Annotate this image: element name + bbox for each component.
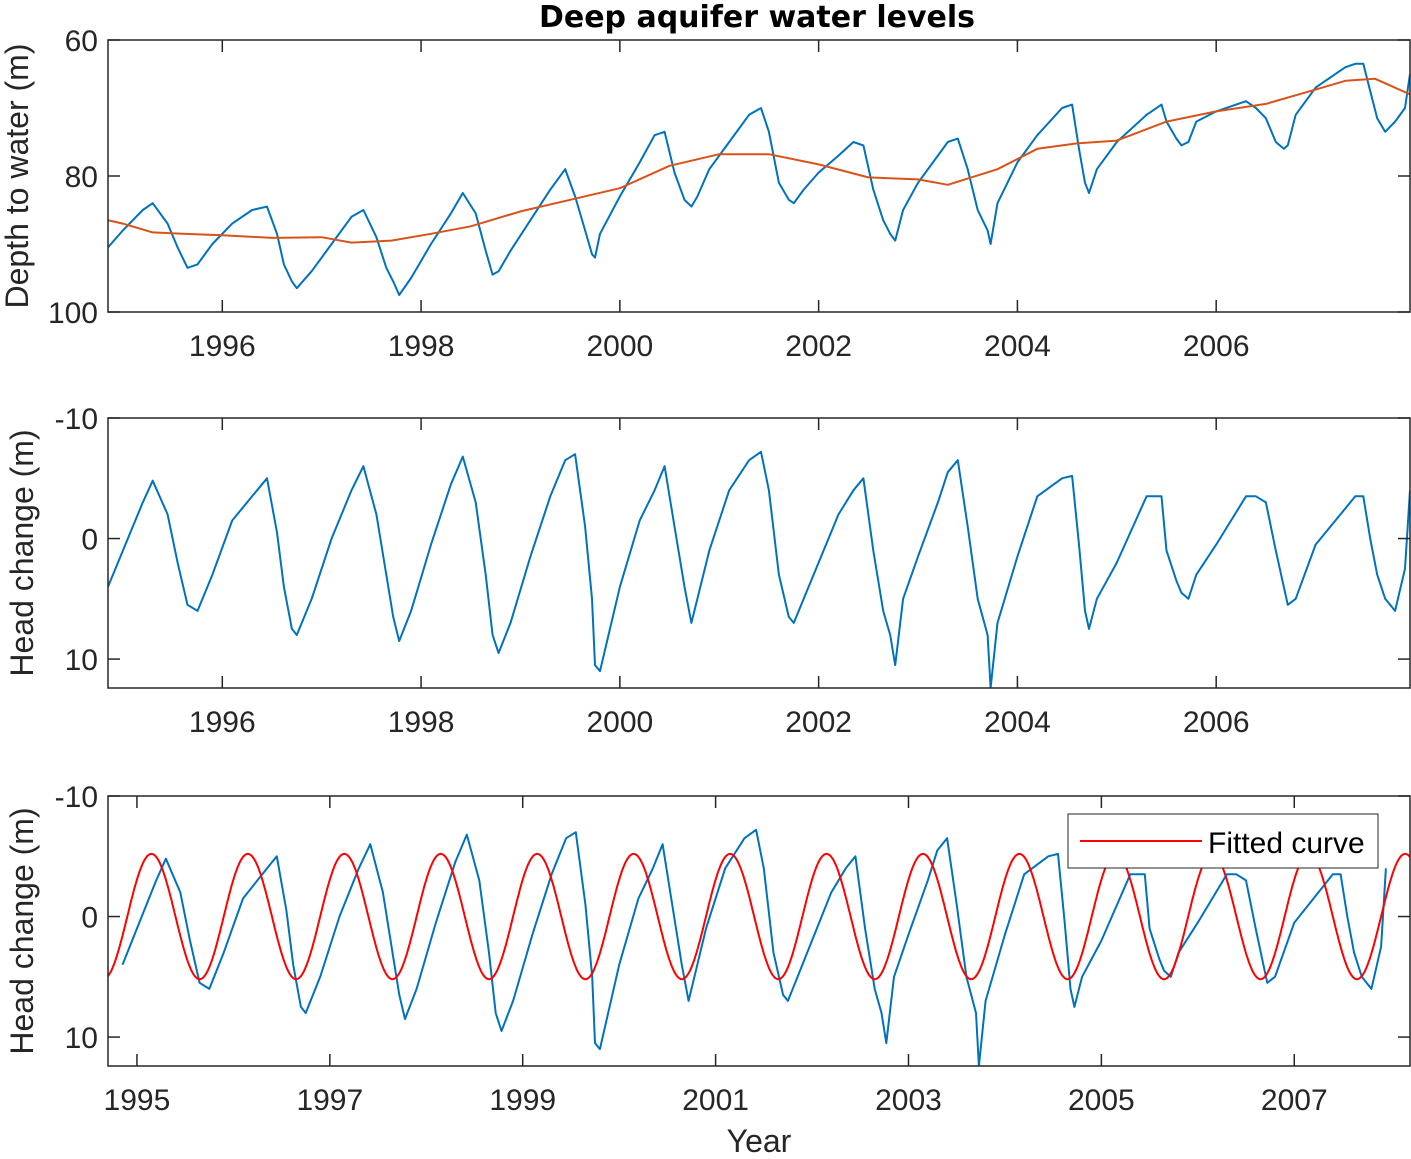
series-line-observed [108,450,1410,688]
y-tick-label: 60 [65,25,98,58]
x-tick-label: 1997 [296,1084,363,1117]
x-tick-label: 2004 [984,706,1051,739]
x-tick-label: 2000 [586,706,653,739]
y-tick-label: 0 [81,524,98,557]
legend-label-fitted-curve: Fitted curve [1208,827,1365,860]
x-tick-label: 2001 [682,1084,749,1117]
y-tick-label: -10 [55,781,98,814]
x-tick-label: 2002 [785,330,852,363]
x-tick-label: 1996 [189,706,256,739]
legend: Fitted curve [1067,813,1379,869]
x-tick-label: 1998 [388,330,455,363]
panel-head-change: 1996 1998 2000 2002 2004 2006 -10 0 10 Head chan… [4,403,1411,739]
x-tick-label: 1999 [489,1084,556,1117]
axis-ticks: 1996 1998 2000 2002 2004 2006 60 80 100 [48,25,1410,363]
panel-depth-to-water: 1996 1998 2000 2002 2004 2006 60 80 100 Depth to… [0,25,1411,363]
plot-area [108,450,1410,688]
panel-fitted-curve: 1995 1997 1999 2001 2003 2005 2007 -10 0 10 Head … [4,781,1411,1159]
x-tick-label: 2002 [785,706,852,739]
x-tick-label: 2000 [586,330,653,363]
axes-box [107,39,1411,313]
x-tick-label: 2003 [875,1084,942,1117]
x-tick-label: 1996 [189,330,256,363]
axes-box [107,795,1411,1067]
x-axis-label: Year [727,1123,792,1159]
y-tick-label: -10 [55,403,98,436]
plot-area [108,828,1410,1066]
series-line-trend [108,77,1410,244]
y-tick-label: 100 [48,297,98,330]
plot-area [108,62,1410,296]
axes-box [107,417,1411,689]
y-tick-label: 10 [65,1022,98,1055]
x-tick-label: 1995 [104,1084,171,1117]
y-tick-label: 10 [65,644,98,677]
x-tick-label: 2006 [1183,706,1250,739]
axis-ticks: 1996 1998 2000 2002 2004 2006 -10 0 10 [55,403,1410,739]
x-tick-label: 1998 [388,706,455,739]
y-tick-label: 80 [65,161,98,194]
x-tick-label: 2006 [1183,330,1250,363]
chart-title: Deep aquifer water levels [539,0,975,35]
series-line-fitted-curve [108,852,1410,981]
y-axis-label: Head change (m) [4,429,40,676]
x-tick-label: 2005 [1068,1084,1135,1117]
series-line-observed [108,62,1410,296]
axis-ticks: 1995 1997 1999 2001 2003 2005 2007 -10 0 10 [55,781,1410,1117]
x-tick-label: 2007 [1261,1084,1328,1117]
y-axis-label: Head change (m) [4,807,40,1054]
y-axis-label: Depth to water (m) [0,44,35,309]
y-tick-label: 0 [81,902,98,935]
x-tick-label: 2004 [984,330,1051,363]
